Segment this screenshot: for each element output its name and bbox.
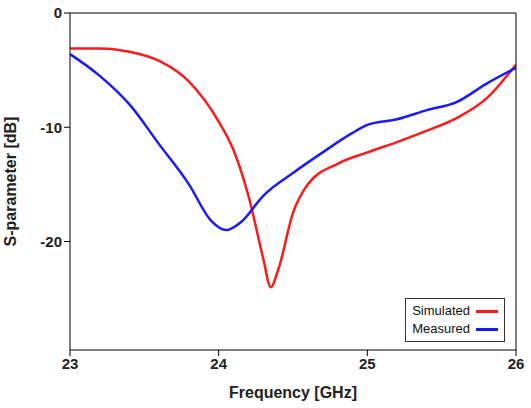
html-text:Simulated: Simulated bbox=[412, 303, 470, 318]
svg-text:26: 26 bbox=[508, 355, 525, 372]
svg-text:S-parameter [dB]: S-parameter [dB] bbox=[2, 117, 19, 247]
svg-text:24: 24 bbox=[210, 355, 227, 372]
svg-text:-20: -20 bbox=[40, 233, 62, 250]
html-text:Measured: Measured bbox=[412, 321, 470, 336]
svg-text:23: 23 bbox=[62, 355, 79, 372]
svg-text:25: 25 bbox=[359, 355, 376, 372]
svg-text:0: 0 bbox=[54, 4, 62, 21]
svg-text:-10: -10 bbox=[40, 119, 62, 136]
svg-text:Frequency [GHz]: Frequency [GHz] bbox=[229, 384, 357, 401]
